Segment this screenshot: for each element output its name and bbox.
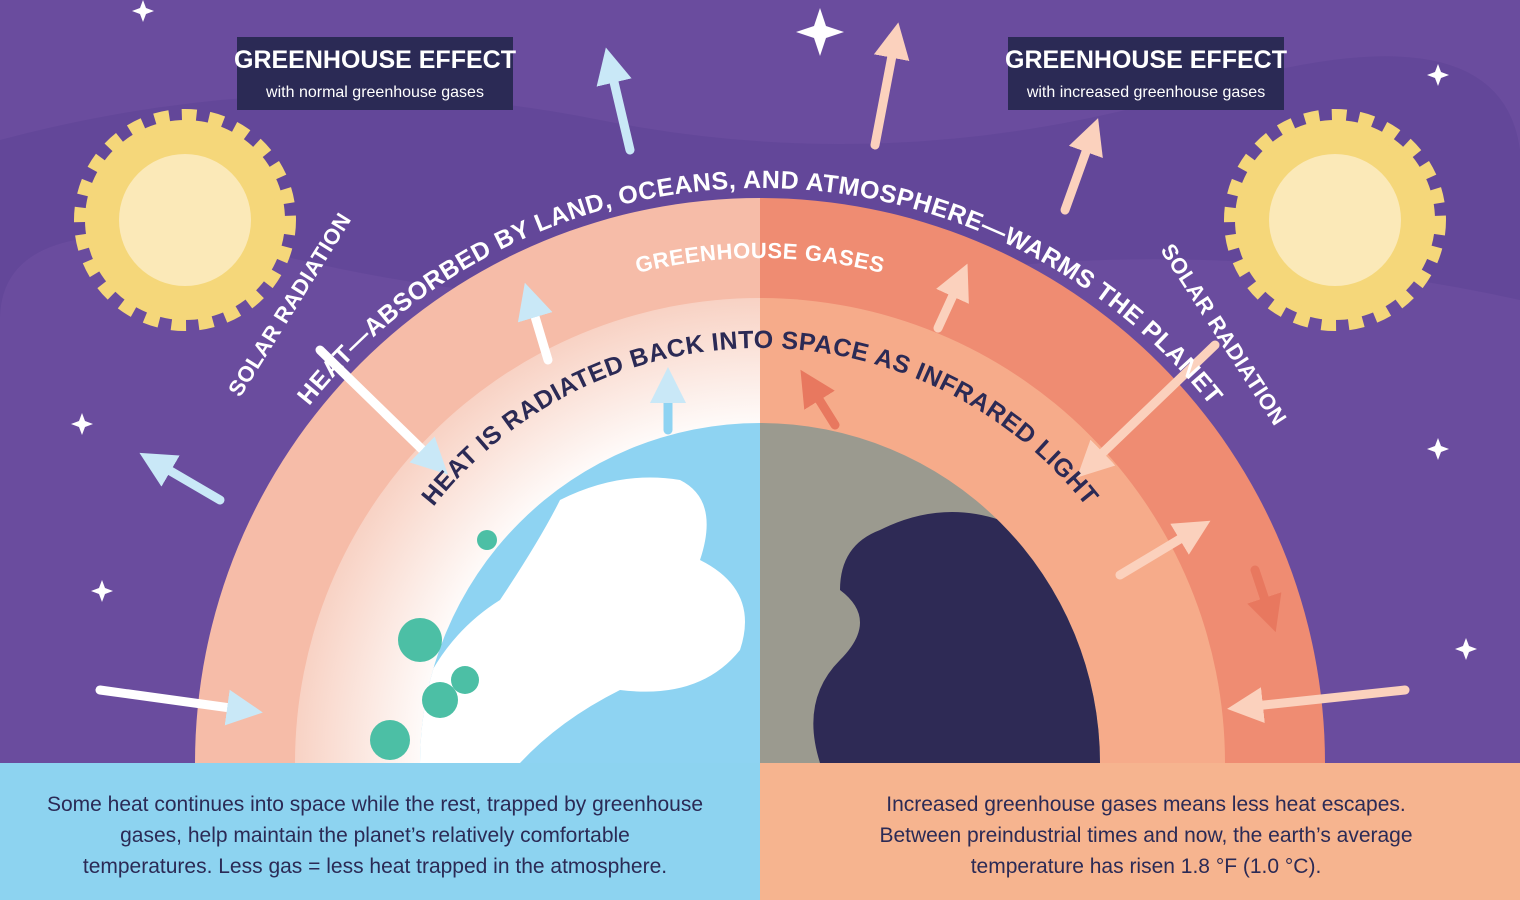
caption-line: temperature has risen 1.8 °F (1.0 °C).: [971, 855, 1322, 878]
caption-line: gases, help maintain the planet’s relati…: [120, 824, 630, 847]
title: GREENHOUSE EFFECT: [234, 46, 516, 74]
caption-line: Some heat continues into space while the…: [47, 793, 703, 816]
sun-left: [74, 109, 296, 331]
caption-line: temperatures. Less gas = less heat trapp…: [83, 855, 667, 878]
caption-line: Between preindustrial times and now, the…: [879, 824, 1412, 847]
sky-band: [0, 56, 1520, 320]
caption-left: Some heat continues into space while the…: [47, 793, 703, 878]
caption-panel-right: [760, 763, 1520, 900]
atmosphere-left: [195, 198, 760, 763]
caption-panel-left: [0, 763, 760, 900]
atmosphere-right: [760, 198, 1325, 763]
arrows: [95, 22, 1410, 726]
sun-right: [1224, 109, 1446, 331]
title-box-left: GREENHOUSE EFFECT with normal greenhouse…: [234, 37, 516, 110]
caption-right: Increased greenhouse gases means less he…: [879, 793, 1412, 878]
title: GREENHOUSE EFFECT: [1005, 46, 1287, 74]
subtitle: with increased greenhouse gases: [1026, 84, 1265, 101]
stars: [71, 0, 1477, 660]
subtitle: with normal greenhouse gases: [265, 84, 484, 101]
title-box-right: GREENHOUSE EFFECT with increased greenho…: [1005, 37, 1287, 110]
caption-line: Increased greenhouse gases means less he…: [886, 793, 1406, 816]
